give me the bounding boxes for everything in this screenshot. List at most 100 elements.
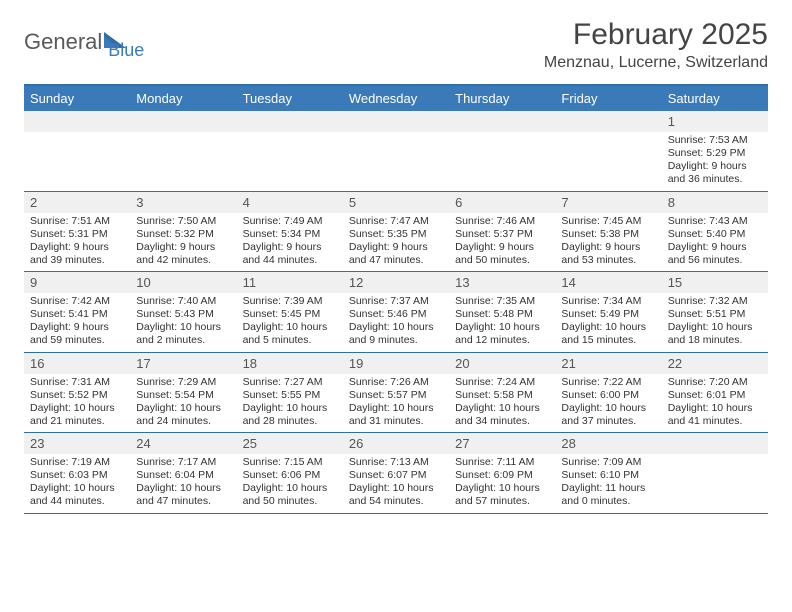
day-body [449, 132, 555, 138]
day-body: Sunrise: 7:46 AMSunset: 5:37 PMDaylight:… [449, 213, 555, 272]
day-number: 27 [449, 433, 555, 454]
sunrise-text: Sunrise: 7:11 AM [455, 456, 549, 469]
sunrise-text: Sunrise: 7:24 AM [455, 376, 549, 389]
day-cell: 24Sunrise: 7:17 AMSunset: 6:04 PMDayligh… [130, 433, 236, 513]
sunset-text: Sunset: 5:43 PM [136, 308, 230, 321]
day-number: 1 [662, 111, 768, 132]
day-number: 21 [555, 353, 661, 374]
daylight-text: Daylight: 10 hours and 44 minutes. [30, 482, 124, 508]
day-body: Sunrise: 7:35 AMSunset: 5:48 PMDaylight:… [449, 293, 555, 352]
sunset-text: Sunset: 5:40 PM [668, 228, 762, 241]
week-row: 16Sunrise: 7:31 AMSunset: 5:52 PMDayligh… [24, 353, 768, 434]
day-body: Sunrise: 7:51 AMSunset: 5:31 PMDaylight:… [24, 213, 130, 272]
day-number: 24 [130, 433, 236, 454]
sunrise-text: Sunrise: 7:45 AM [561, 215, 655, 228]
day-body: Sunrise: 7:40 AMSunset: 5:43 PMDaylight:… [130, 293, 236, 352]
day-number: 9 [24, 272, 130, 293]
daylight-text: Daylight: 9 hours and 42 minutes. [136, 241, 230, 267]
dow-sat: Saturday [662, 86, 768, 111]
sunrise-text: Sunrise: 7:50 AM [136, 215, 230, 228]
day-body: Sunrise: 7:37 AMSunset: 5:46 PMDaylight:… [343, 293, 449, 352]
day-cell: 17Sunrise: 7:29 AMSunset: 5:54 PMDayligh… [130, 353, 236, 433]
daylight-text: Daylight: 10 hours and 15 minutes. [561, 321, 655, 347]
day-cell: 21Sunrise: 7:22 AMSunset: 6:00 PMDayligh… [555, 353, 661, 433]
daylight-text: Daylight: 9 hours and 56 minutes. [668, 241, 762, 267]
day-cell: 15Sunrise: 7:32 AMSunset: 5:51 PMDayligh… [662, 272, 768, 352]
logo: General Blue [24, 22, 144, 61]
day-number: 13 [449, 272, 555, 293]
day-number: 8 [662, 192, 768, 213]
day-body [24, 132, 130, 138]
day-cell: 9Sunrise: 7:42 AMSunset: 5:41 PMDaylight… [24, 272, 130, 352]
day-cell [237, 111, 343, 191]
daylight-text: Daylight: 9 hours and 59 minutes. [30, 321, 124, 347]
day-number: 17 [130, 353, 236, 374]
day-number [24, 111, 130, 132]
sunset-text: Sunset: 5:48 PM [455, 308, 549, 321]
day-cell: 26Sunrise: 7:13 AMSunset: 6:07 PMDayligh… [343, 433, 449, 513]
sunrise-text: Sunrise: 7:22 AM [561, 376, 655, 389]
day-number: 26 [343, 433, 449, 454]
sunset-text: Sunset: 5:52 PM [30, 389, 124, 402]
day-number: 6 [449, 192, 555, 213]
day-body: Sunrise: 7:11 AMSunset: 6:09 PMDaylight:… [449, 454, 555, 513]
day-cell: 18Sunrise: 7:27 AMSunset: 5:55 PMDayligh… [237, 353, 343, 433]
sunrise-text: Sunrise: 7:20 AM [668, 376, 762, 389]
day-body: Sunrise: 7:13 AMSunset: 6:07 PMDaylight:… [343, 454, 449, 513]
sunrise-text: Sunrise: 7:19 AM [30, 456, 124, 469]
day-body: Sunrise: 7:20 AMSunset: 6:01 PMDaylight:… [662, 374, 768, 433]
sunrise-text: Sunrise: 7:34 AM [561, 295, 655, 308]
day-body [662, 454, 768, 460]
day-body: Sunrise: 7:27 AMSunset: 5:55 PMDaylight:… [237, 374, 343, 433]
day-number: 5 [343, 192, 449, 213]
day-body: Sunrise: 7:45 AMSunset: 5:38 PMDaylight:… [555, 213, 661, 272]
sunset-text: Sunset: 5:38 PM [561, 228, 655, 241]
week-row: 23Sunrise: 7:19 AMSunset: 6:03 PMDayligh… [24, 433, 768, 514]
day-number: 25 [237, 433, 343, 454]
day-number [237, 111, 343, 132]
day-cell [555, 111, 661, 191]
dow-wed: Wednesday [343, 86, 449, 111]
day-body: Sunrise: 7:17 AMSunset: 6:04 PMDaylight:… [130, 454, 236, 513]
day-number: 22 [662, 353, 768, 374]
day-body: Sunrise: 7:50 AMSunset: 5:32 PMDaylight:… [130, 213, 236, 272]
day-body [343, 132, 449, 138]
day-cell: 10Sunrise: 7:40 AMSunset: 5:43 PMDayligh… [130, 272, 236, 352]
day-cell: 8Sunrise: 7:43 AMSunset: 5:40 PMDaylight… [662, 192, 768, 272]
sunset-text: Sunset: 6:03 PM [30, 469, 124, 482]
logo-text-1: General [24, 29, 102, 55]
dow-tue: Tuesday [237, 86, 343, 111]
day-number: 28 [555, 433, 661, 454]
sunset-text: Sunset: 5:32 PM [136, 228, 230, 241]
daylight-text: Daylight: 10 hours and 12 minutes. [455, 321, 549, 347]
sunrise-text: Sunrise: 7:40 AM [136, 295, 230, 308]
sunset-text: Sunset: 6:07 PM [349, 469, 443, 482]
sunrise-text: Sunrise: 7:32 AM [668, 295, 762, 308]
daylight-text: Daylight: 9 hours and 47 minutes. [349, 241, 443, 267]
weeks-container: 1Sunrise: 7:53 AMSunset: 5:29 PMDaylight… [24, 111, 768, 514]
sunrise-text: Sunrise: 7:17 AM [136, 456, 230, 469]
day-body [130, 132, 236, 138]
day-number: 2 [24, 192, 130, 213]
dow-mon: Monday [130, 86, 236, 111]
sunrise-text: Sunrise: 7:29 AM [136, 376, 230, 389]
sunrise-text: Sunrise: 7:31 AM [30, 376, 124, 389]
day-cell [662, 433, 768, 513]
sunrise-text: Sunrise: 7:49 AM [243, 215, 337, 228]
daylight-text: Daylight: 10 hours and 2 minutes. [136, 321, 230, 347]
day-body: Sunrise: 7:32 AMSunset: 5:51 PMDaylight:… [662, 293, 768, 352]
sunset-text: Sunset: 6:00 PM [561, 389, 655, 402]
day-cell: 5Sunrise: 7:47 AMSunset: 5:35 PMDaylight… [343, 192, 449, 272]
day-body: Sunrise: 7:43 AMSunset: 5:40 PMDaylight:… [662, 213, 768, 272]
day-body: Sunrise: 7:31 AMSunset: 5:52 PMDaylight:… [24, 374, 130, 433]
sunset-text: Sunset: 5:57 PM [349, 389, 443, 402]
day-cell: 25Sunrise: 7:15 AMSunset: 6:06 PMDayligh… [237, 433, 343, 513]
sunrise-text: Sunrise: 7:51 AM [30, 215, 124, 228]
day-cell: 2Sunrise: 7:51 AMSunset: 5:31 PMDaylight… [24, 192, 130, 272]
day-cell: 1Sunrise: 7:53 AMSunset: 5:29 PMDaylight… [662, 111, 768, 191]
day-number: 18 [237, 353, 343, 374]
sunset-text: Sunset: 5:35 PM [349, 228, 443, 241]
day-number: 7 [555, 192, 661, 213]
day-body: Sunrise: 7:24 AMSunset: 5:58 PMDaylight:… [449, 374, 555, 433]
daylight-text: Daylight: 10 hours and 41 minutes. [668, 402, 762, 428]
